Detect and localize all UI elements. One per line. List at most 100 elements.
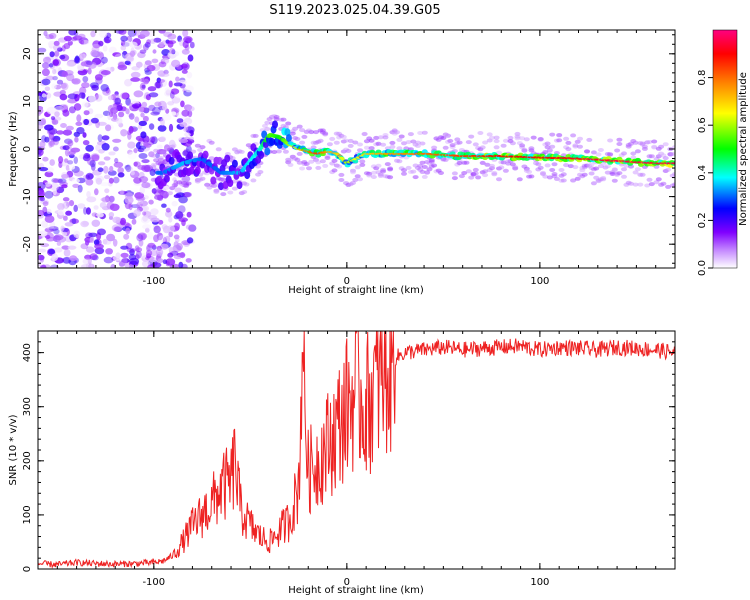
heatmap-ridge-cell	[261, 130, 268, 139]
heatmap-noise-cell	[141, 101, 148, 108]
heatmap-halo-cell	[604, 164, 611, 169]
heatmap-noise-cell	[168, 80, 173, 88]
heatmap-halo-cell	[535, 162, 542, 167]
heatmap-noise-cell	[158, 235, 167, 242]
heatmap-halo-cell	[465, 140, 472, 145]
heatmap-noise-cell	[46, 106, 57, 115]
heatmap-halo-cell	[584, 149, 590, 154]
heatmap-halo-cell	[475, 175, 482, 180]
heatmap-halo-cell	[454, 137, 461, 142]
heatmap-noise-cell	[150, 208, 159, 216]
heatmap-ridge-cell	[202, 150, 209, 159]
heatmap-noise-cell	[141, 182, 151, 189]
heatmap-noise-cell	[127, 151, 137, 160]
heatmap-noise-cell	[167, 33, 177, 40]
heatmap-ridge-cell	[210, 176, 217, 185]
heatmap-noise-cell	[139, 49, 147, 54]
heatmap-noise-cell	[128, 113, 135, 120]
heatmap-noise-cell	[182, 30, 189, 38]
heatmap-noise-cell	[80, 39, 85, 45]
heatmap-noise-cell	[69, 255, 78, 262]
heatmap-halo-cell	[468, 175, 475, 180]
heatmap-halo-cell	[343, 138, 350, 143]
heatmap-halo-cell	[458, 174, 465, 179]
heatmap-halo-cell	[528, 146, 535, 151]
heatmap-noise-cell	[149, 38, 157, 44]
heatmap-noise-cell	[125, 164, 132, 173]
heatmap-halo-cell	[549, 168, 556, 172]
heatmap-noise-cell	[51, 253, 59, 261]
heatmap-noise-cell	[114, 157, 119, 164]
heatmap-halo-cell	[502, 138, 509, 143]
heatmap-noise-cell	[63, 43, 71, 50]
heatmap-noise-cell	[131, 103, 142, 109]
heatmap-noise-cell	[152, 49, 157, 54]
heatmap-halo-cell	[586, 137, 593, 142]
heatmap-halo-cell	[560, 178, 567, 183]
heatmap-noise-cell	[103, 36, 112, 44]
heatmap-noise-cell	[162, 104, 168, 111]
heatmap-halo-cell	[577, 136, 583, 141]
heatmap-noise-cell	[118, 111, 125, 118]
heatmap-noise-cell	[64, 222, 74, 227]
heatmap-halo-cell	[500, 143, 507, 148]
heatmap-noise-cell	[57, 203, 65, 211]
colorbar-tick-label: 0.6	[697, 117, 708, 133]
heatmap-noise-cell	[124, 60, 131, 66]
heatmap-noise-cell	[135, 250, 142, 259]
heatmap-noise-cell	[130, 170, 135, 176]
heatmap-halo-cell	[347, 143, 354, 148]
heatmap-noise-cell	[77, 203, 86, 209]
heatmap-halo-cell	[389, 140, 396, 145]
heatmap-noise-cell	[50, 116, 56, 121]
heatmap-halo-cell	[160, 191, 167, 196]
heatmap-noise-cell	[91, 154, 100, 162]
heatmap-noise-cell	[62, 231, 67, 237]
heatmap-noise-cell	[61, 174, 69, 179]
heatmap-halo-cell	[308, 129, 315, 134]
heatmap-halo-cell	[419, 141, 426, 146]
heatmap-noise-cell	[179, 122, 188, 127]
heatmap-halo-cell	[407, 132, 414, 137]
heatmap-noise-cell	[61, 45, 66, 52]
heatmap-noise-cell	[181, 109, 190, 117]
heatmap-noise-cell	[124, 78, 133, 87]
heatmap-halo-cell	[651, 145, 658, 150]
heatmap-noise-cell	[133, 30, 140, 36]
heatmap-noise-cell	[88, 232, 98, 238]
heatmap-halo-cell	[396, 146, 403, 151]
heatmap-noise-cell	[51, 83, 57, 90]
heatmap-noise-cell	[50, 182, 59, 191]
heatmap-noise-cell	[138, 171, 145, 179]
heatmap-halo-cell	[336, 164, 343, 169]
heatmap-noise-cell	[175, 211, 184, 219]
heatmap-noise-cell	[42, 206, 48, 214]
heatmap-noise-cell	[148, 256, 157, 263]
heatmap-noise-cell	[104, 188, 110, 194]
heatmap-noise-cell	[61, 71, 68, 78]
heatmap-noise-cell	[53, 65, 60, 74]
heatmap-halo-cell	[456, 140, 463, 145]
heatmap-halo-cell	[331, 158, 338, 163]
heatmap-halo-cell	[238, 149, 245, 154]
heatmap-halo-cell	[646, 140, 653, 144]
heatmap-noise-cell	[94, 243, 104, 250]
heatmap-noise-cell	[43, 56, 51, 64]
heatmap-halo-cell	[472, 171, 479, 176]
heatmap-halo-cell	[359, 162, 366, 167]
heatmap-halo-cell	[405, 165, 412, 170]
heatmap-noise-cell	[120, 45, 127, 51]
heatmap-halo-cell	[150, 162, 157, 167]
heatmap-noise-cell	[174, 187, 182, 193]
heatmap-halo-cell	[275, 149, 282, 154]
heatmap-ridge-cell	[272, 120, 278, 129]
heatmap-noise-cell	[155, 248, 164, 257]
heatmap-halo-cell	[417, 131, 424, 135]
heatmap-noise-cell	[159, 136, 166, 142]
heatmap-halo-cell	[632, 170, 639, 175]
heatmap-noise-cell	[151, 188, 157, 194]
heatmap-halo-cell	[468, 134, 475, 139]
heatmap-halo-cell	[271, 150, 278, 154]
heatmap-noise-cell	[100, 182, 110, 187]
heatmap-noise-cell	[72, 178, 80, 183]
